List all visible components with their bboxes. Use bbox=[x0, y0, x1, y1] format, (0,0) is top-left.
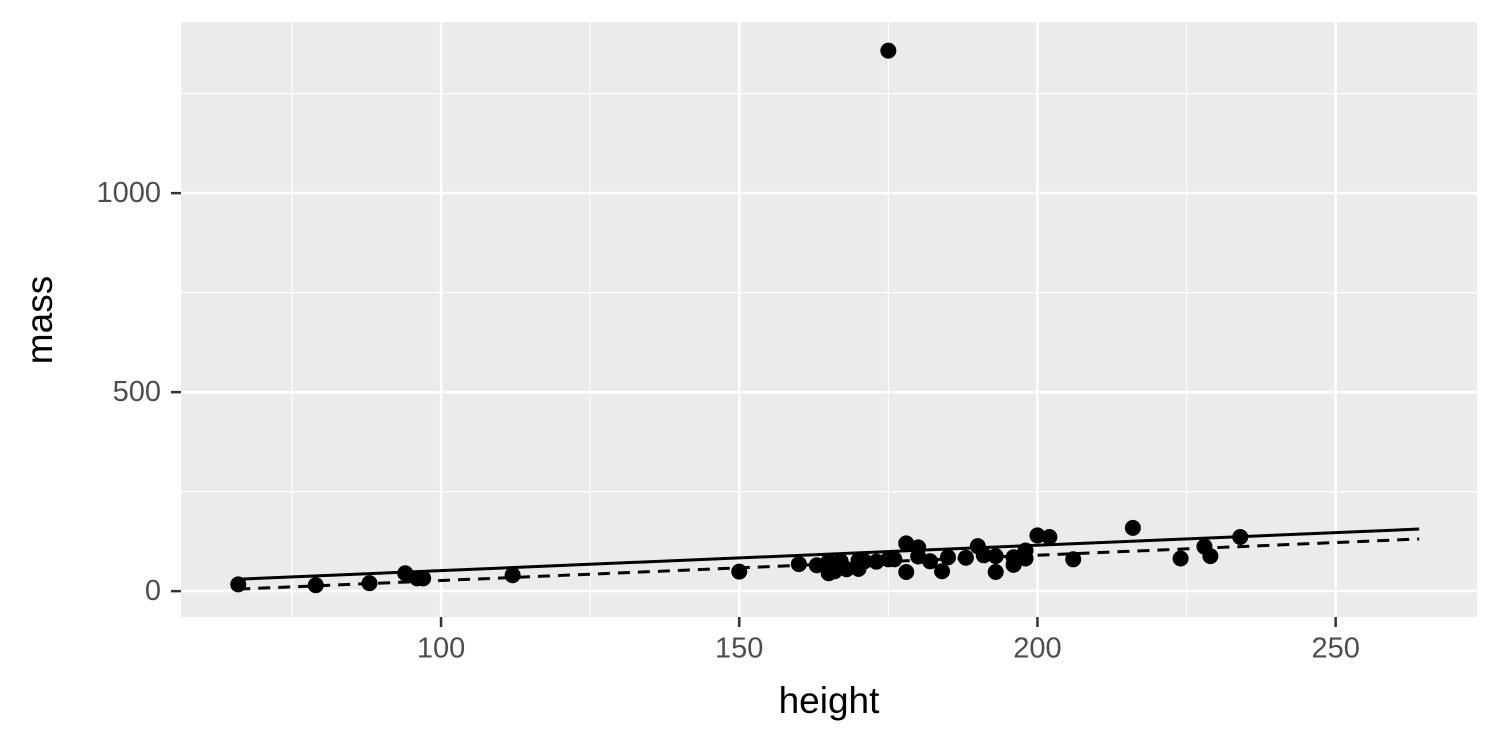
x-axis-title: height bbox=[779, 680, 881, 721]
point bbox=[934, 563, 951, 580]
y-tick-label: 1000 bbox=[96, 177, 161, 209]
point bbox=[939, 549, 956, 566]
point bbox=[838, 561, 855, 578]
point bbox=[1041, 529, 1058, 546]
point bbox=[361, 575, 378, 592]
x-tick-label: 250 bbox=[1311, 633, 1359, 665]
point bbox=[504, 567, 521, 584]
point bbox=[1202, 548, 1219, 565]
point bbox=[987, 564, 1004, 581]
point bbox=[230, 576, 247, 593]
point bbox=[898, 564, 915, 581]
point bbox=[1029, 527, 1046, 544]
point bbox=[880, 42, 897, 59]
x-tick-label: 100 bbox=[417, 633, 465, 665]
x-tick-label: 200 bbox=[1013, 633, 1061, 665]
point bbox=[868, 553, 885, 570]
point bbox=[307, 577, 324, 594]
x-tick-label: 150 bbox=[715, 633, 763, 665]
point bbox=[987, 548, 1004, 565]
point bbox=[1124, 519, 1141, 536]
y-axis-title: mass bbox=[19, 276, 60, 364]
point bbox=[975, 547, 992, 564]
point bbox=[856, 553, 873, 570]
point bbox=[1065, 551, 1082, 568]
panel bbox=[181, 22, 1477, 617]
point bbox=[790, 556, 807, 573]
point bbox=[1232, 529, 1249, 546]
y-tick-label: 0 bbox=[145, 575, 161, 607]
y-tick-label: 500 bbox=[113, 376, 161, 408]
point bbox=[397, 565, 414, 582]
point bbox=[415, 570, 432, 587]
point bbox=[1172, 550, 1189, 567]
point bbox=[957, 549, 974, 566]
point bbox=[731, 563, 748, 580]
point bbox=[886, 551, 903, 568]
point bbox=[922, 553, 939, 570]
point bbox=[1005, 549, 1022, 566]
point bbox=[1017, 542, 1034, 559]
